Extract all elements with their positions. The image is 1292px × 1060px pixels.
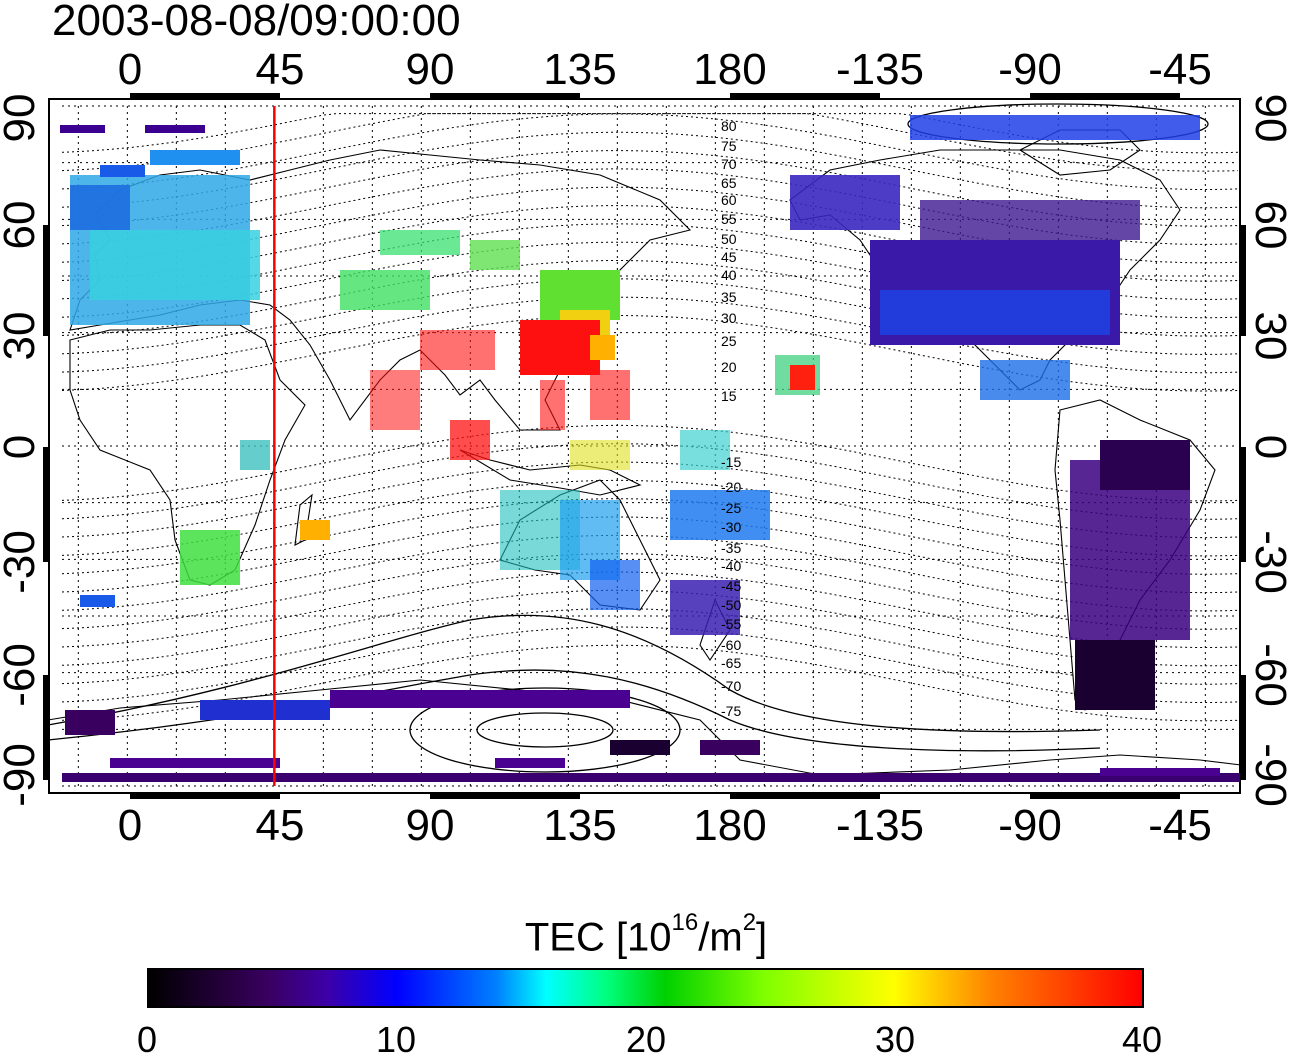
contour-label: 65	[721, 175, 737, 191]
colorbar	[147, 968, 1144, 1008]
coast-indonesia	[459, 449, 642, 496]
contour-label: -25	[721, 500, 741, 516]
contour-label: 55	[721, 211, 737, 227]
axis-bars	[43, 93, 1246, 799]
bottom-tick: 135	[543, 801, 617, 850]
contour-label: 15	[721, 388, 737, 404]
top-tick: -90	[998, 45, 1062, 94]
top-tick: -135	[835, 45, 925, 94]
contour-label: -70	[721, 678, 741, 694]
colorbar-tick: 10	[375, 1019, 417, 1060]
solid-contours	[47, 103, 1209, 773]
top-tick: 45	[255, 45, 305, 94]
bottom-tick: -90	[998, 801, 1062, 850]
contour-label: 80	[721, 118, 737, 134]
colorbar-tick: 20	[625, 1019, 667, 1060]
bottom-tick: 180	[693, 801, 767, 850]
magnetic-contour	[61, 516, 1239, 594]
magnetic-contour	[61, 571, 1239, 648]
bottom-tick: 0	[117, 801, 143, 850]
contour-label: -75	[721, 703, 741, 719]
contour-label: -65	[721, 655, 741, 671]
top-tick: -45	[1148, 45, 1212, 94]
magnetic-contour	[61, 424, 1239, 502]
magnetic-contour	[61, 479, 1239, 557]
map-title: 2003-08-08/09:00:00	[52, 0, 461, 45]
magnetic-contour	[61, 534, 1239, 612]
colorbar-tick: 0	[136, 1019, 158, 1060]
contour-label: 50	[721, 231, 737, 247]
colorbar-title: TEC [1016/m2]	[524, 909, 768, 960]
contour-label: -55	[721, 616, 741, 632]
contour-label: 70	[721, 156, 737, 172]
top-tick: 0	[117, 45, 143, 94]
magnetic-contour	[61, 131, 1239, 209]
contour-label: 25	[721, 333, 737, 349]
top-tick: 180	[693, 45, 767, 94]
contour-label: 35	[721, 289, 737, 305]
contour-label: 20	[721, 359, 737, 375]
map-frame	[48, 98, 1241, 794]
magnetic-contour	[61, 498, 1239, 575]
magnetic-contour	[61, 296, 1239, 374]
magnetic-contour	[61, 461, 1239, 539]
contour-label: -40	[721, 558, 741, 574]
contour-label: 45	[721, 249, 737, 265]
top-tick: 135	[543, 45, 617, 94]
contour-label: -50	[721, 597, 741, 613]
magnetic-contour	[61, 644, 1239, 722]
contour-label: -35	[721, 540, 741, 556]
magnetic-contour	[61, 553, 1239, 630]
magnetic-contour	[61, 443, 1239, 520]
contour-label: -15	[721, 454, 741, 470]
magnetic-contour	[61, 608, 1239, 685]
colorbar-tick: 40	[1121, 1019, 1163, 1060]
contour-label: 30	[721, 310, 737, 326]
contour-label: -30	[721, 519, 741, 535]
bottom-tick: 45	[255, 801, 305, 850]
coast-antarctica	[47, 679, 1242, 776]
magnetic-contour	[61, 626, 1239, 703]
contour-label: -20	[721, 479, 741, 495]
contour-label: 75	[721, 138, 737, 154]
magnetic-contour	[61, 589, 1239, 667]
bottom-tick: -45	[1148, 801, 1212, 850]
contour-label: 60	[721, 192, 737, 208]
bottom-tick: 90	[405, 801, 455, 850]
top-tick: 90	[405, 45, 455, 94]
contour-label: 40	[721, 267, 737, 283]
magnetic-contour	[61, 113, 1239, 190]
contour-label: -60	[721, 637, 741, 653]
bottom-tick: -135	[835, 801, 925, 850]
tec-data	[60, 115, 1240, 782]
colorbar-tick: 30	[874, 1019, 916, 1060]
contour-label: -45	[721, 578, 741, 594]
